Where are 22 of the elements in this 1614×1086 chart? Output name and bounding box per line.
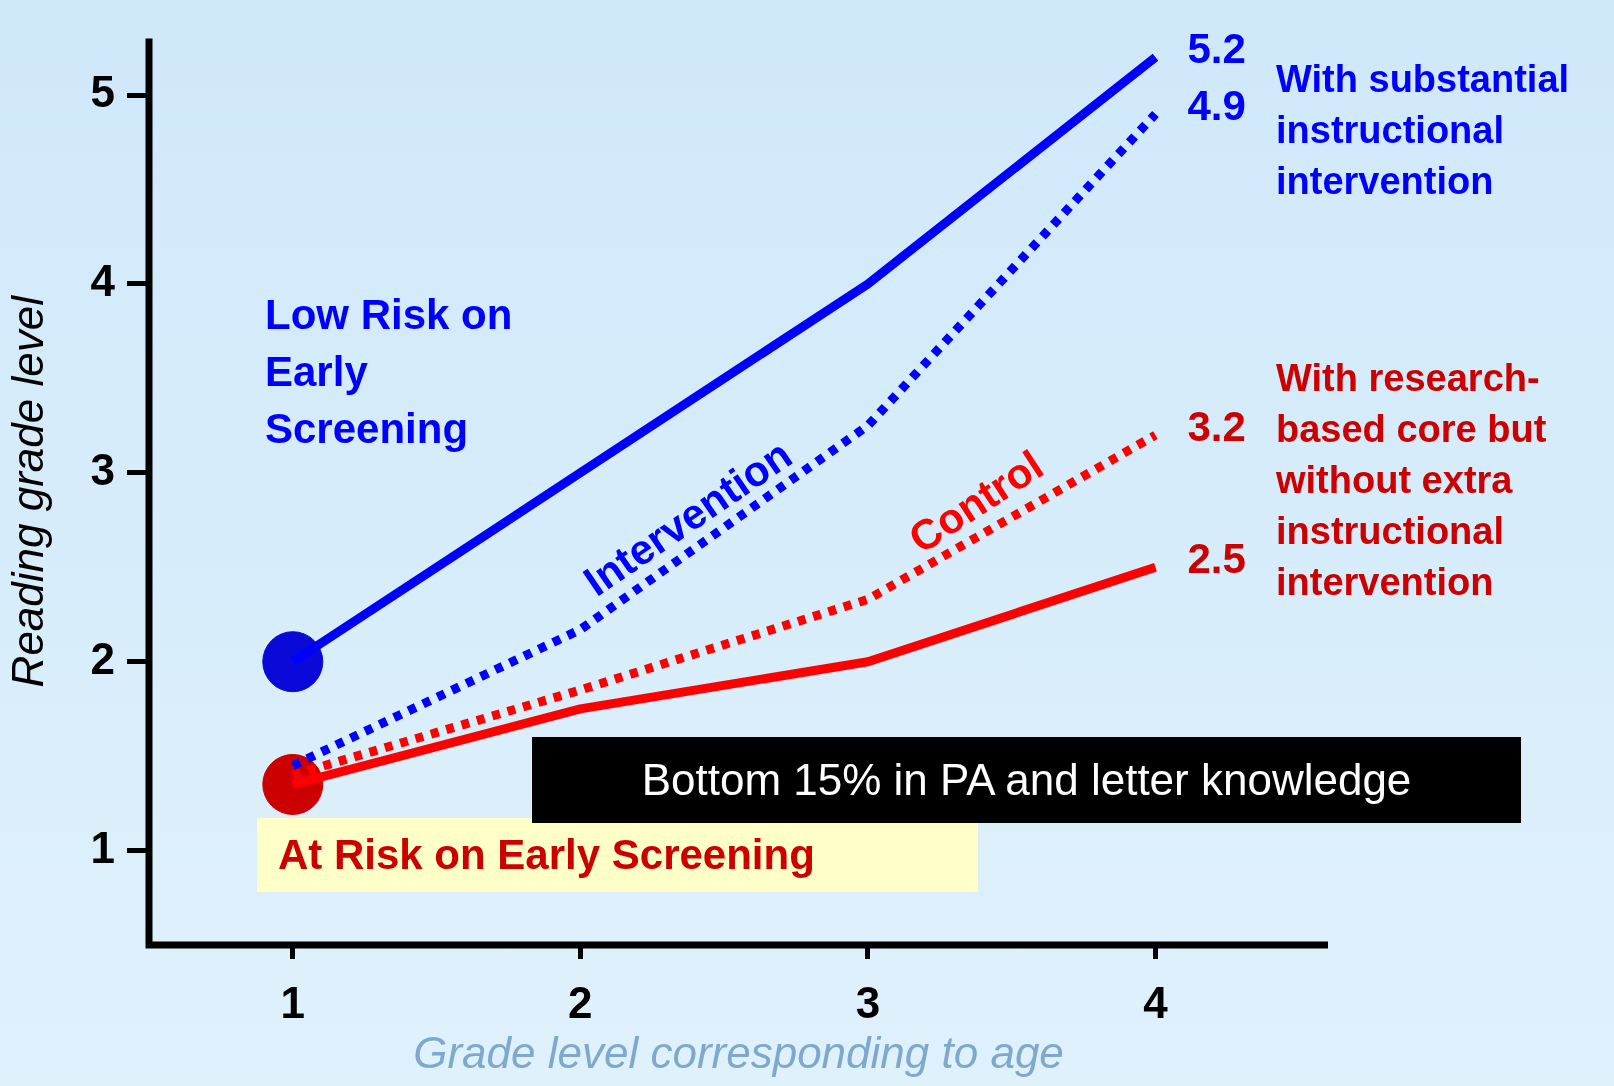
data-label: 3.2 bbox=[1187, 402, 1246, 450]
x-tick-label: 1 bbox=[280, 977, 306, 1027]
annotation: With research-based core but without extra instructional intervention bbox=[1275, 357, 1547, 604]
x-tick-label: 4 bbox=[1143, 977, 1169, 1027]
caption-box: Bottom 15% in PA and letter knowledge bbox=[532, 737, 1521, 823]
x-axis-title: Grade level corresponding to age bbox=[413, 1027, 1064, 1077]
y-tick-label: 1 bbox=[90, 822, 115, 872]
x-tick-label: 2 bbox=[568, 977, 593, 1027]
y-tick-label: 3 bbox=[90, 444, 115, 494]
annotation: Bottom 15% in PA and letter knowledge bbox=[641, 755, 1412, 805]
label-box: At Risk on Early Screening bbox=[257, 818, 978, 892]
series-label: At Risk on Early Screening bbox=[278, 831, 815, 879]
data-label: 4.9 bbox=[1187, 81, 1246, 129]
y-tick-label: 5 bbox=[90, 67, 115, 117]
y-tick-label: 4 bbox=[90, 256, 116, 306]
y-axis-title: Reading grade level bbox=[2, 294, 52, 688]
data-label: 2.5 bbox=[1187, 534, 1246, 582]
annotation: With substantial instructional intervention bbox=[1276, 58, 1570, 203]
data-label: 5.2 bbox=[1187, 24, 1246, 72]
x-tick-label: 3 bbox=[855, 977, 881, 1027]
series-label: Low Risk on Early Screening bbox=[265, 290, 513, 452]
y-tick-label: 2 bbox=[90, 633, 115, 683]
